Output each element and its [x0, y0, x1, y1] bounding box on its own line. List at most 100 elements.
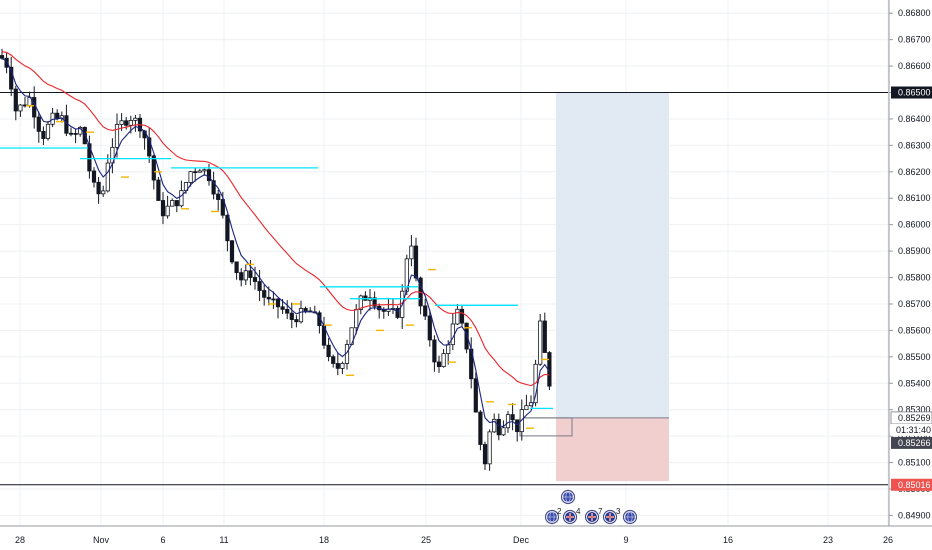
date-tick-label: 11: [219, 535, 228, 545]
candle-down: [262, 290, 267, 298]
globe-event-icon[interactable]: [560, 489, 576, 505]
candle-down: [515, 419, 520, 433]
candle-up: [128, 119, 133, 126]
position-tool[interactable]: [519, 92, 669, 482]
time-axis[interactable]: 28 Nov 6 11 18 25 Dec 9 16 23 26: [0, 525, 932, 545]
grid-layer: [0, 0, 889, 526]
candle-up: [524, 405, 529, 411]
candle-down: [372, 297, 377, 307]
economic-events[interactable]: 4 7 3 2: [544, 489, 638, 525]
candle-down: [206, 169, 212, 182]
price-tick-label: 0.85200: [898, 431, 931, 441]
candle-up: [165, 205, 170, 217]
candle-down: [248, 270, 253, 278]
candle-down: [432, 339, 437, 363]
candle-up: [354, 309, 359, 329]
candle-down: [275, 298, 281, 308]
target-zone[interactable]: [556, 92, 669, 418]
candle-down: [4, 57, 9, 68]
candle-up: [340, 363, 345, 369]
price-tick-label: 0.86200: [898, 167, 931, 177]
slow-moving-average: [1, 51, 550, 387]
countdown-label: 01:31:40: [896, 425, 931, 435]
candle-down: [36, 116, 41, 132]
candle-up: [538, 320, 543, 365]
price-tick-label: 0.85800: [898, 273, 931, 283]
candle-up: [455, 308, 460, 325]
price-tick-label: 0.86300: [898, 140, 931, 150]
date-tick-label: 16: [723, 535, 733, 545]
price-tick-label: 0.85700: [898, 299, 931, 309]
candle-down: [496, 418, 501, 436]
candle-up: [105, 162, 110, 192]
date-tick-label: 6: [160, 535, 165, 545]
candle-down: [271, 298, 276, 301]
second-price-tag: [891, 436, 932, 449]
candle-down: [0, 55, 5, 59]
yellow-marks: [26, 105, 549, 429]
candle-down: [459, 308, 465, 324]
price-axis[interactable]: 0.849000.850000.851000.852000.853000.854…: [888, 0, 932, 526]
candle-down: [147, 137, 152, 157]
candle-down: [96, 181, 101, 195]
level-tag-lower: [891, 478, 932, 491]
price-tick-label: 0.85900: [898, 246, 931, 256]
event-count: 2: [557, 507, 562, 516]
candle-down: [331, 356, 336, 364]
price-tick-label: 0.86700: [898, 35, 931, 45]
date-tick-label: 28: [15, 535, 25, 545]
candle-down: [478, 411, 483, 445]
price-tick-label: 0.85100: [898, 458, 931, 468]
date-tick-label: Dec: [513, 535, 530, 545]
price-tick-label: 0.85600: [898, 325, 931, 335]
candle-up: [133, 117, 138, 121]
globe-event-icon[interactable]: [544, 509, 560, 525]
candle-down: [381, 309, 386, 312]
date-tick-label: 26: [883, 535, 893, 545]
price-tick-label: 0.86000: [898, 220, 931, 230]
price-tick-label: 0.84900: [898, 510, 931, 520]
uk-event-icon[interactable]: [584, 509, 600, 525]
date-tick-label: 9: [623, 535, 628, 545]
candle-down: [542, 320, 547, 353]
candle-up: [202, 169, 207, 172]
candle-down: [82, 127, 87, 145]
date-tick-label: 25: [421, 535, 431, 545]
candle-down: [87, 143, 92, 172]
current-price-label: 0.85269: [898, 413, 931, 423]
stop-zone[interactable]: [556, 417, 669, 482]
fast-moving-average: [1, 57, 550, 428]
candle-down: [510, 414, 515, 421]
candle-down: [294, 319, 299, 323]
candle-down: [413, 245, 419, 279]
price-tick-label: 0.85400: [898, 378, 931, 388]
event-count: 7: [598, 507, 603, 516]
candle-down: [211, 180, 216, 195]
globe-event-icon[interactable]: [622, 509, 638, 525]
candle-down: [41, 130, 46, 139]
cyan-trend-lines: [0, 147, 553, 410]
second-price-label: 0.85266: [898, 438, 931, 448]
candle-down: [289, 312, 294, 320]
candle-up: [298, 308, 304, 323]
uk-event-icon[interactable]: [562, 509, 578, 525]
price-tick-label: 0.86800: [898, 8, 931, 18]
candle-down: [9, 66, 14, 90]
level-tag-upper: [891, 86, 932, 99]
candle-up: [18, 104, 23, 112]
event-count: 4: [576, 507, 581, 516]
level-tag-upper-label: 0.86500: [898, 88, 931, 98]
candle-down: [482, 444, 488, 465]
candle-up: [358, 295, 363, 310]
date-tick-label: Nov: [93, 535, 110, 545]
candle-down: [193, 171, 198, 174]
candle-down: [326, 344, 331, 358]
candle-down: [257, 281, 262, 291]
countdown-tag: [891, 423, 932, 436]
price-tick-label: 0.85300: [898, 405, 931, 415]
candle-down: [216, 193, 221, 200]
uk-event-icon[interactable]: [602, 509, 618, 525]
candle-down: [156, 179, 161, 201]
candle-up: [45, 123, 51, 139]
